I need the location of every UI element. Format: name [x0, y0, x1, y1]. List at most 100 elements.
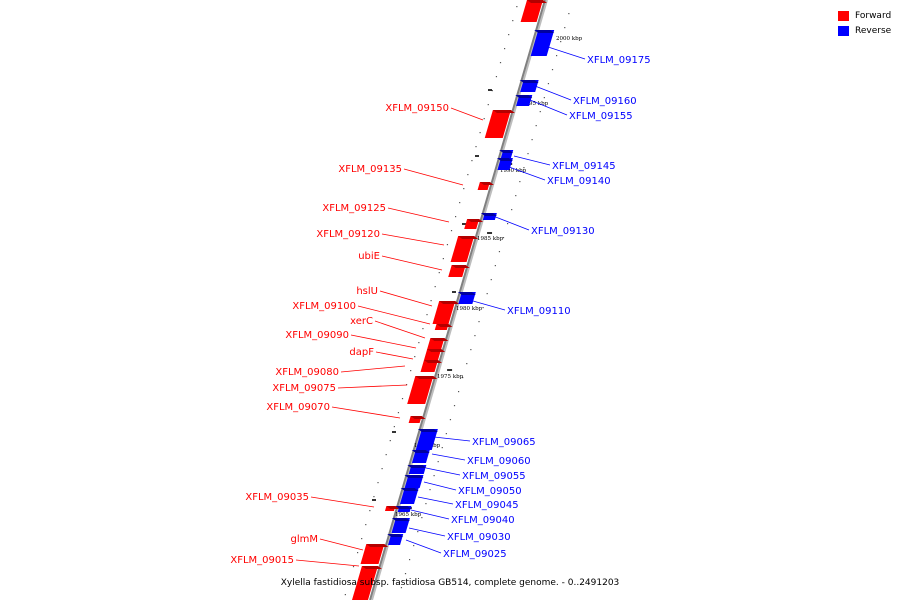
forward-gene-block-shade — [458, 236, 479, 239]
scale-dot — [490, 279, 492, 281]
leader-line-forward — [403, 168, 464, 186]
gene-label-forward: XFLM_09070 — [266, 402, 330, 413]
scale-dot — [564, 27, 566, 29]
forward-gene-block — [360, 544, 385, 564]
legend-label-forward: Forward — [855, 10, 892, 21]
scale-dot — [434, 286, 436, 288]
scale-dot — [527, 153, 529, 155]
scale-dot — [479, 132, 481, 134]
scale-dot — [482, 307, 484, 309]
leader-line-reverse — [472, 300, 506, 311]
reverse-gene-block-shade — [395, 506, 412, 509]
forward-gene-block-shade — [424, 360, 442, 363]
scale-dot — [409, 559, 411, 561]
scale-dot — [531, 139, 533, 141]
scale-dot — [547, 83, 550, 85]
leader-line-forward — [379, 290, 433, 307]
scale-dot — [410, 370, 412, 372]
scale-dot — [421, 517, 423, 519]
leader-line-reverse — [508, 166, 546, 181]
forward-gene-block-shade — [451, 265, 470, 268]
scale-dot — [511, 209, 513, 211]
scale-dot — [458, 391, 460, 393]
gene-label-forward: xerC — [350, 316, 373, 327]
scale-dot — [344, 594, 346, 596]
forward-gene-block-shade — [386, 506, 400, 509]
genome-caption: Xylella fastidiosa subsp. fastidiosa GB5… — [280, 578, 620, 588]
forward-gene-block-shade — [427, 349, 446, 352]
forward-gene-block — [450, 236, 475, 262]
forward-swatch — [838, 10, 849, 21]
leader-line-reverse — [544, 45, 586, 60]
scale-dot — [406, 384, 408, 386]
scale-dot — [455, 216, 457, 218]
reverse-gene-block-shade — [407, 465, 427, 468]
scale-dot — [352, 566, 355, 568]
scale-dot — [445, 433, 447, 435]
gene-label-forward: glmM — [291, 534, 319, 545]
leader-line-forward — [374, 320, 426, 339]
scale-dot — [486, 293, 488, 295]
scale-dot — [429, 489, 431, 491]
tick-label: 1975 kbp — [437, 374, 464, 380]
reverse-gene-block-shade — [480, 213, 497, 216]
scale-dot — [377, 482, 379, 484]
gene-label-forward: XFLM_09035 — [245, 492, 309, 503]
leader-line-forward — [295, 559, 360, 567]
reverse-gene-block-shade — [519, 80, 539, 83]
scale-dot — [568, 13, 570, 15]
scale-dot — [556, 55, 558, 57]
legend-item-forward: Forward — [838, 8, 891, 23]
leader-line-forward — [357, 305, 431, 325]
gene-label-forward: XFLM_09125 — [322, 203, 386, 214]
leader-line-reverse — [417, 496, 454, 505]
forward-gene-block-shade — [415, 376, 438, 379]
scale-dot — [470, 349, 472, 351]
gene-label-reverse: XFLM_09030 — [447, 532, 511, 543]
scale-dot — [437, 461, 439, 463]
gene-label-reverse: XFLM_09060 — [467, 456, 531, 467]
gene-label-forward: XFLM_09075 — [272, 383, 336, 394]
reverse-gene-block — [391, 518, 410, 533]
scale-dot — [422, 328, 424, 330]
scale-dot — [373, 496, 375, 498]
leader-line-forward — [331, 406, 401, 419]
legend-item-reverse: Reverse — [838, 23, 891, 38]
scale-dot — [560, 41, 562, 43]
scale-dot — [494, 265, 496, 267]
leader-line-forward — [340, 365, 406, 373]
scale-dot — [401, 398, 404, 400]
genome-axis — [369, 0, 548, 600]
leader-line-reverse — [425, 467, 461, 476]
leader-line-forward — [381, 255, 443, 271]
gene-label-reverse: XFLM_09145 — [552, 161, 616, 172]
leader-line-forward — [319, 538, 364, 551]
forward-gene-block — [432, 301, 456, 324]
scale-dot — [426, 314, 428, 316]
reverse-gene-block-shade — [496, 158, 513, 161]
leader-line-reverse — [405, 539, 442, 554]
scale-dot — [543, 97, 545, 99]
gene-label-reverse: XFLM_09055 — [462, 471, 526, 482]
scale-dot — [504, 48, 506, 50]
reverse-gene-block-shade — [515, 95, 533, 98]
reverse-gene-block-shade — [499, 150, 514, 153]
forward-gene-block — [484, 110, 511, 138]
scale-dot — [389, 440, 391, 442]
forward-gene-block-shade — [361, 566, 382, 569]
gene-label-reverse: XFLM_09045 — [455, 500, 519, 511]
scale-dot — [551, 69, 554, 71]
scale-dot — [471, 160, 473, 162]
gene-label-reverse: XFLM_09050 — [458, 486, 522, 497]
gene-label-forward: ubiE — [358, 251, 380, 262]
scale-dot — [508, 34, 510, 36]
scale-dot — [381, 468, 383, 470]
axis-shadow — [371, 0, 548, 600]
scale-dot — [498, 251, 501, 253]
scale-dot — [539, 111, 541, 113]
leader-line-reverse — [408, 527, 446, 537]
leader-line-reverse — [423, 481, 457, 491]
scale-dot — [535, 125, 537, 127]
gene-label-forward: hslU — [356, 286, 378, 297]
